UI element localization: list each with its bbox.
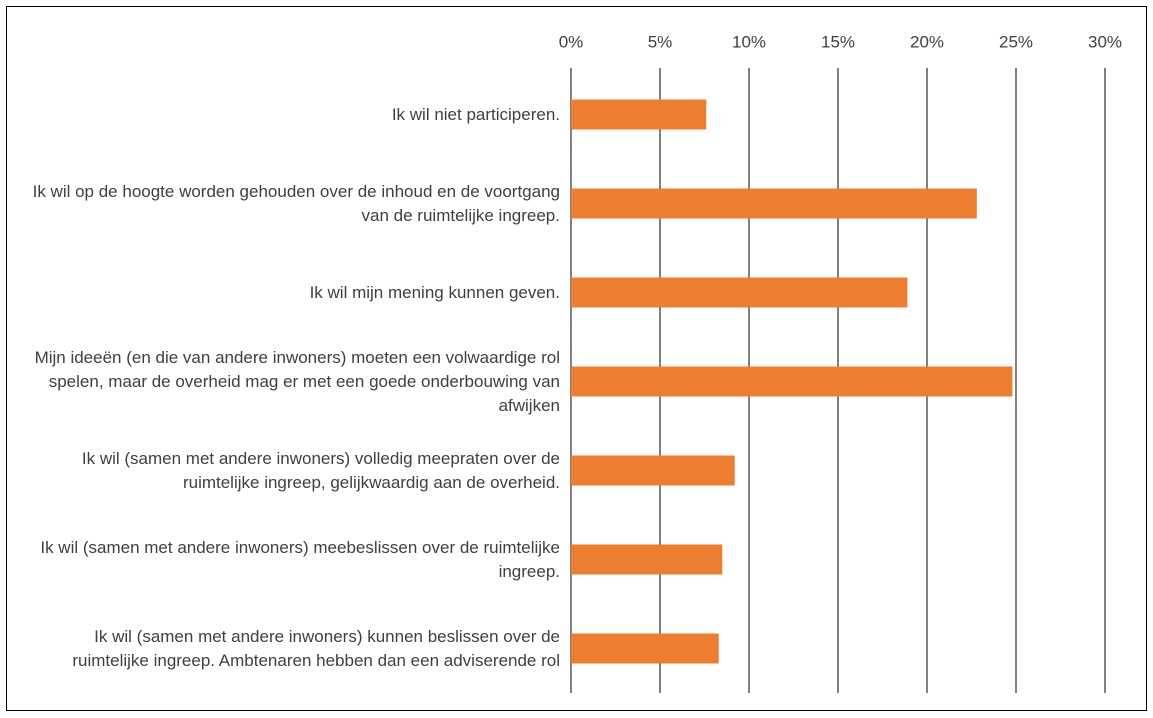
y-tick-label: Ik wil op de hoogte worden gehouden over…	[32, 181, 560, 225]
y-tick-label-box: Ik wil (samen met andere inwoners) meebe…	[20, 515, 560, 604]
x-tick-label: 0%	[559, 32, 584, 51]
y-tick-label-box: Ik wil (samen met andere inwoners) volle…	[20, 426, 560, 515]
bar	[571, 455, 735, 486]
y-tick-label: Ik wil (samen met andere inwoners) meebe…	[40, 537, 560, 581]
y-tick-label: Mijn ideeën (en die van andere inwoners)…	[34, 347, 560, 415]
y-tick-label-box: Ik wil (samen met andere inwoners) kunne…	[20, 604, 560, 693]
y-tick-label-box: Ik wil niet participeren.	[20, 70, 560, 159]
x-tick-label: 15%	[821, 32, 855, 51]
x-tick-label: 5%	[648, 32, 673, 51]
x-tick-label: 20%	[910, 32, 944, 51]
y-tick-label: Ik wil (samen met andere inwoners) kunne…	[72, 626, 560, 670]
y-tick-label-box: Ik wil mijn mening kunnen geven.	[20, 248, 560, 337]
bar	[571, 99, 707, 130]
y-tick-label-box: Ik wil op de hoogte worden gehouden over…	[20, 159, 560, 248]
y-tick-label: Ik wil niet participeren.	[391, 104, 560, 124]
x-tick-label: 25%	[999, 32, 1033, 51]
chart-border	[6, 6, 1147, 711]
x-tick-label: 30%	[1088, 32, 1122, 51]
y-tick-label-box: Mijn ideeën (en die van andere inwoners)…	[20, 337, 560, 426]
y-tick-label: Ik wil (samen met andere inwoners) volle…	[81, 448, 560, 492]
bar	[571, 633, 719, 664]
bar	[571, 277, 908, 308]
bar	[571, 188, 977, 219]
y-tick-label: Ik wil mijn mening kunnen geven.	[309, 282, 560, 302]
x-tick-label: 10%	[732, 32, 766, 51]
bar	[571, 366, 1013, 397]
bar	[571, 544, 723, 575]
